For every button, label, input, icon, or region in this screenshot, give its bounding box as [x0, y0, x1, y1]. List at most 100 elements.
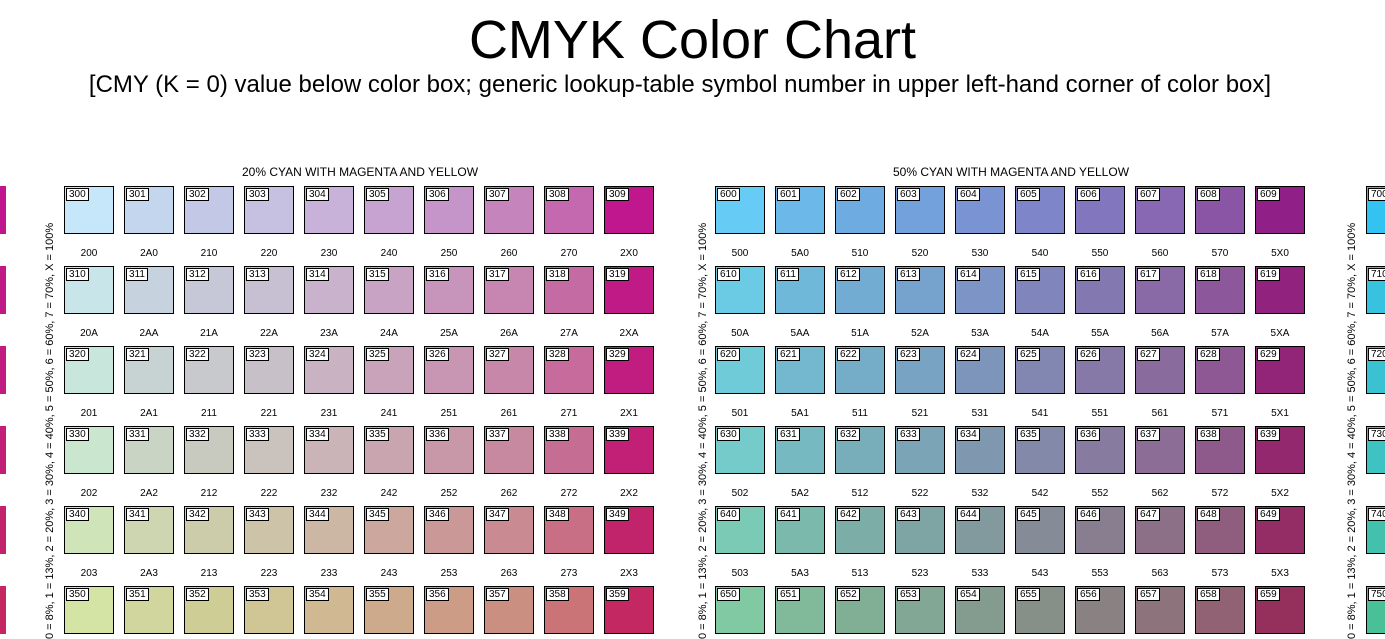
swatch-cmy-value: 220: [260, 248, 278, 259]
color-swatch: 614: [955, 266, 1005, 314]
swatch-cmy-value: 520: [911, 248, 929, 259]
swatch-symbol: 640: [717, 508, 740, 521]
color-swatch: 649: [1255, 506, 1305, 554]
swatch-symbol: 613: [897, 268, 920, 281]
color-swatch: 639: [1255, 426, 1305, 474]
color-swatch: 648: [1195, 506, 1245, 554]
swatch-cmy-value: 511: [852, 408, 868, 419]
color-swatch: 321: [124, 346, 174, 394]
color-swatch: 637: [1135, 426, 1185, 474]
color-swatch: 351: [124, 586, 174, 634]
swatch-cmy-value: 5X2: [1271, 488, 1289, 499]
color-swatch: 315: [364, 266, 414, 314]
swatch-symbol: 622: [837, 348, 860, 361]
color-swatch: 335: [364, 426, 414, 474]
color-swatch: 324: [304, 346, 354, 394]
color-swatch: 635: [1015, 426, 1065, 474]
swatch-symbol: 335: [366, 428, 389, 441]
swatch-cmy-value: 2X0: [620, 248, 638, 259]
swatch-symbol: 646: [1077, 508, 1100, 521]
swatch-symbol: 306: [426, 188, 449, 201]
swatch-symbol: 327: [486, 348, 509, 361]
swatch-symbol: 346: [426, 508, 449, 521]
swatch-cmy-value: 26A: [500, 328, 518, 339]
color-swatch: 710: [1366, 266, 1385, 314]
swatch-cmy-value: 232: [320, 488, 338, 499]
swatch-symbol: 710: [1368, 268, 1385, 281]
color-swatch: 600: [715, 186, 765, 234]
swatch-symbol: 326: [426, 348, 449, 361]
swatch-symbol: 606: [1077, 188, 1100, 201]
swatch-cmy-value: 560: [1151, 248, 1169, 259]
color-swatch: 608: [1195, 186, 1245, 234]
color-swatch: 336: [424, 426, 474, 474]
color-swatch: 645: [1015, 506, 1065, 554]
swatch-symbol: 356: [426, 588, 449, 601]
color-swatch: 640: [715, 506, 765, 554]
swatch-symbol: 624: [957, 348, 980, 361]
color-swatch: 333: [244, 426, 294, 474]
swatch-symbol: 359: [606, 588, 629, 601]
color-swatch: 303: [244, 186, 294, 234]
swatch-symbol: 608: [1197, 188, 1220, 201]
swatch-cmy-value: 241: [380, 408, 398, 419]
color-swatch: 319: [604, 266, 654, 314]
swatch-symbol: 328: [546, 348, 569, 361]
swatch-symbol: 609: [1257, 188, 1280, 201]
color-swatch: 313: [244, 266, 294, 314]
color-swatch: 700: [1366, 186, 1385, 234]
color-swatch: 615: [1015, 266, 1065, 314]
edge-swatch: [0, 426, 6, 474]
swatch-symbol: 648: [1197, 508, 1220, 521]
swatch-symbol: 330: [66, 428, 89, 441]
swatch-symbol: 642: [837, 508, 860, 521]
swatch-symbol: 605: [1017, 188, 1040, 201]
color-swatch: 616: [1075, 266, 1125, 314]
color-swatch: 350: [64, 586, 114, 634]
swatch-cmy-value: 230: [320, 248, 338, 259]
swatch-cmy-value: 52A: [911, 328, 929, 339]
swatch-cmy-value: 270: [560, 248, 578, 259]
swatch-cmy-value: 563: [1151, 568, 1169, 579]
swatch-cmy-value: 573: [1211, 568, 1229, 579]
swatch-symbol: 307: [486, 188, 509, 201]
swatch-symbol: 329: [606, 348, 629, 361]
swatch-symbol: 659: [1257, 588, 1280, 601]
color-swatch: 629: [1255, 346, 1305, 394]
swatch-cmy-value: 56A: [1151, 328, 1169, 339]
color-swatch: 654: [955, 586, 1005, 634]
swatch-cmy-value: 271: [560, 408, 578, 419]
color-swatch: 355: [364, 586, 414, 634]
swatch-symbol: 610: [717, 268, 740, 281]
color-swatch: 306: [424, 186, 474, 234]
swatch-symbol: 355: [366, 588, 389, 601]
color-swatch: 304: [304, 186, 354, 234]
color-swatch: 606: [1075, 186, 1125, 234]
swatch-symbol: 625: [1017, 348, 1040, 361]
swatch-symbol: 332: [186, 428, 209, 441]
swatch-symbol: 653: [897, 588, 920, 601]
swatch-symbol: 600: [717, 188, 740, 201]
swatch-cmy-value: 50A: [731, 328, 749, 339]
swatch-cmy-value: 513: [851, 568, 869, 579]
color-swatch: 607: [1135, 186, 1185, 234]
swatch-symbol: 627: [1137, 348, 1160, 361]
color-swatch: 641: [775, 506, 825, 554]
color-swatch: 622: [835, 346, 885, 394]
color-swatch: 627: [1135, 346, 1185, 394]
swatch-symbol: 322: [186, 348, 209, 361]
swatch-symbol: 645: [1017, 508, 1040, 521]
swatch-cmy-value: 5A3: [791, 568, 809, 579]
swatch-cmy-value: 221: [260, 408, 278, 419]
swatch-symbol: 316: [426, 268, 449, 281]
color-swatch: 610: [715, 266, 765, 314]
color-swatch: 332: [184, 426, 234, 474]
swatch-cmy-value: 2A3: [140, 568, 158, 579]
color-swatch: 624: [955, 346, 1005, 394]
swatch-cmy-value: 211: [201, 408, 217, 419]
swatch-cmy-value: 272: [560, 488, 578, 499]
swatch-symbol: 320: [66, 348, 89, 361]
color-swatch: 325: [364, 346, 414, 394]
swatch-cmy-value: 521: [911, 408, 929, 419]
swatch-symbol: 647: [1137, 508, 1160, 521]
